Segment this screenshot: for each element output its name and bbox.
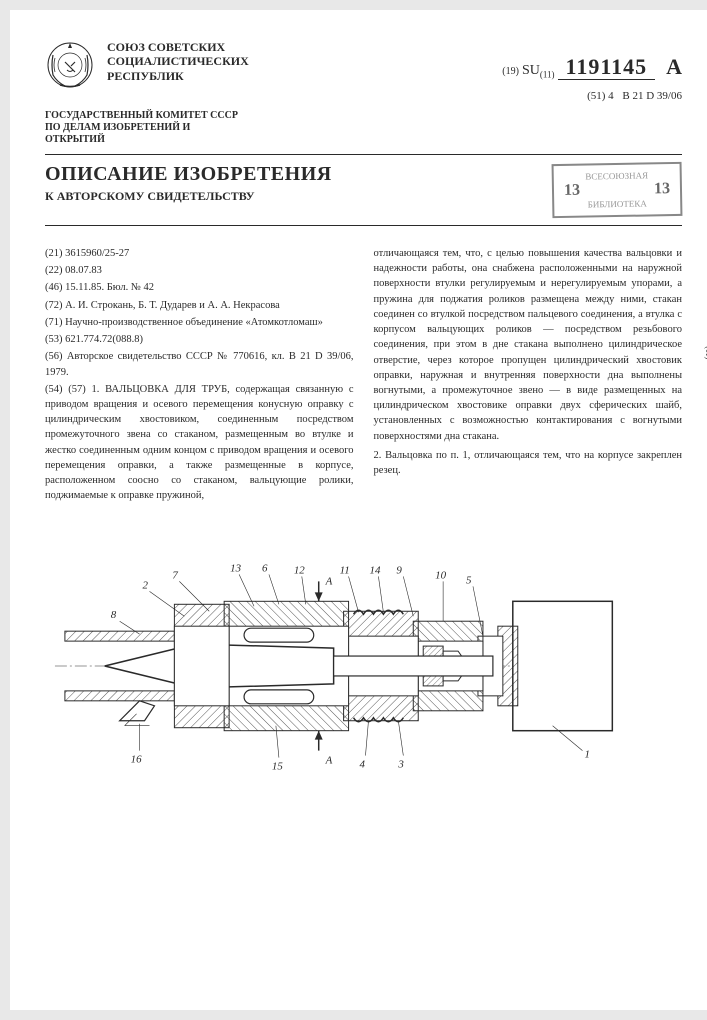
library-stamp: ВСЕСОЮЗНАЯ 13 13 БИБЛИОТЕКА: [552, 162, 683, 218]
svg-text:1: 1: [584, 748, 589, 760]
doc-prefix: (19): [502, 66, 519, 77]
svg-text:7: 7: [172, 569, 178, 581]
right-column: отличающаяся тем, что, с целью повышения…: [374, 246, 683, 506]
svg-text:11: 11: [340, 564, 350, 576]
committee-label: ГОСУДАРСТВЕННЫЙ КОМИТЕТ СССР ПО ДЕЛАМ ИЗ…: [45, 110, 245, 146]
title-row: ОПИСАНИЕ ИЗОБРЕТЕНИЯ К АВТОРСКОМУ СВИДЕТ…: [45, 163, 682, 217]
svg-text:16: 16: [131, 753, 142, 765]
svg-text:A: A: [325, 754, 333, 766]
field-46: (46) 15.11.85. Бюл. № 42: [45, 280, 354, 295]
stamp-right: 13: [654, 180, 670, 198]
divider-bottom: [45, 225, 682, 226]
page: СОЮЗ СОВЕТСКИХ СОЦИАЛИСТИЧЕСКИХ РЕСПУБЛИ…: [10, 10, 707, 1010]
field-21: (21) 3615960/25-27: [45, 246, 354, 261]
class-prefix: (51) 4: [587, 90, 614, 102]
doc-country: SU: [522, 63, 540, 78]
svg-text:9: 9: [396, 564, 402, 576]
classification-code: (51) 4 B 21 D 39/06: [45, 90, 682, 102]
doc-number-value: 1191145: [558, 54, 656, 80]
field-22: (22) 08.07.83: [45, 263, 354, 278]
stamp-bottom: БИБЛИОТЕКА: [564, 198, 670, 210]
abstract-right-2: 2. Вальцовка по п. 1, отличающаяся тем, …: [374, 448, 683, 478]
subtitle: К АВТОРСКОМУ СВИДЕТЕЛЬСТВУ: [45, 189, 542, 204]
svg-text:6: 6: [262, 562, 268, 574]
svg-text:10: 10: [435, 569, 446, 581]
divider-top: [45, 154, 682, 155]
technical-drawing: A A 2 7 13 6 12 11 14 9 10 5 8 1 3 4 15 …: [45, 526, 682, 806]
left-column: (21) 3615960/25-27 (22) 08.07.83 (46) 15…: [45, 246, 354, 506]
stamp-left: 13: [564, 182, 580, 200]
abstract-right-1: отличающаяся тем, что, с целью повышения…: [374, 246, 683, 444]
svg-text:12: 12: [294, 564, 305, 576]
svg-text:A: A: [325, 575, 333, 587]
svg-text:2: 2: [143, 579, 149, 591]
title-block: ОПИСАНИЕ ИЗОБРЕТЕНИЯ К АВТОРСКОМУ СВИДЕТ…: [45, 163, 542, 204]
svg-text:4: 4: [360, 758, 366, 770]
abstract-left: (54) (57) 1. ВАЛЬЦОВКА ДЛЯ ТРУБ, содержа…: [45, 382, 354, 504]
republic-label: СОЮЗ СОВЕТСКИХ СОЦИАЛИСТИЧЕСКИХ РЕСПУБЛИ…: [107, 40, 249, 83]
field-71: (71) Научно-производственное объединение…: [45, 315, 354, 330]
svg-text:5: 5: [466, 574, 472, 586]
svg-text:14: 14: [369, 564, 380, 576]
svg-text:13: 13: [230, 562, 241, 574]
svg-text:8: 8: [111, 609, 117, 621]
doc-sub: (11): [540, 69, 555, 79]
field-72: (72) А. И. Строкань, Б. Т. Дударев и А. …: [45, 298, 354, 313]
field-53: (53) 621.774.72(088.8): [45, 332, 354, 347]
field-56: (56) Авторское свидетельство СССР № 7706…: [45, 349, 354, 379]
doc-suffix: A: [666, 54, 682, 79]
content-columns: (21) 3615960/25-27 (22) 08.07.83 (46) 15…: [45, 246, 682, 506]
class-value: B 21 D 39/06: [622, 90, 682, 102]
svg-text:15: 15: [272, 760, 283, 772]
svg-text:3: 3: [397, 758, 404, 770]
main-title: ОПИСАНИЕ ИЗОБРЕТЕНИЯ: [45, 163, 542, 186]
state-emblem-icon: [45, 40, 95, 90]
